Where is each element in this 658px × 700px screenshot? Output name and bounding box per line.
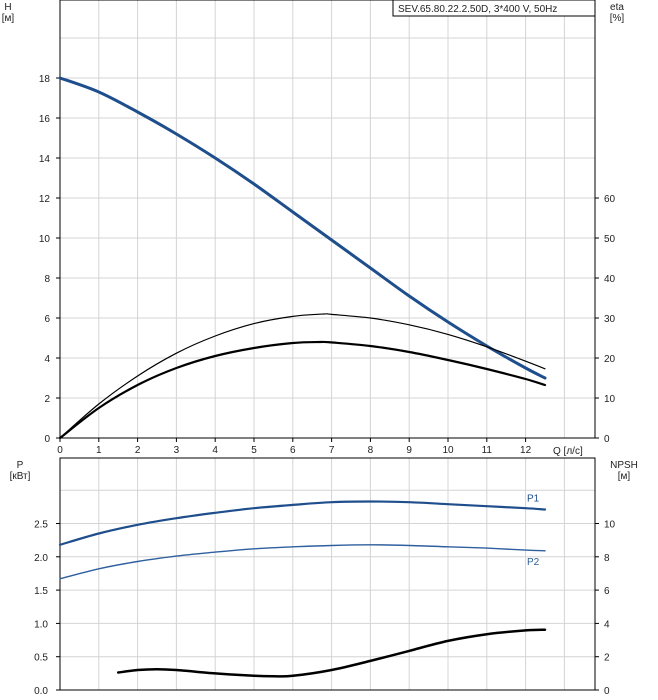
x-tick-label: 4 (212, 445, 218, 456)
y-right-tick-label: 50 (604, 234, 616, 245)
bottom-grid (60, 458, 595, 690)
y-right-tick-label: 2 (604, 653, 610, 664)
x-tick-label: 6 (290, 445, 296, 456)
y-left-tick-label: 12 (39, 194, 51, 205)
y-right-tick-label: 0 (604, 686, 610, 697)
x-tick-label: 7 (329, 445, 335, 456)
y-left-tick-label: 8 (44, 274, 50, 285)
y-right-tick-label: 6 (604, 586, 610, 597)
bottom-curves: P1 P2 (58, 494, 547, 678)
y-left-tick-label: 0 (44, 434, 50, 445)
x-tick-label: 10 (442, 445, 454, 456)
bottom-plot-frame (59, 457, 596, 691)
y-right-tick-label: 30 (604, 314, 616, 325)
top-ticks: 0 1 2 3 4 5 6 7 8 9 10 11 12024681012141618010203040… (39, 74, 616, 456)
x-tick-label: 9 (406, 445, 412, 456)
y-left-tick-label: 14 (39, 154, 51, 165)
y-left-tick-label: 2.0 (34, 553, 48, 564)
y-left-tick-label: 10 (39, 234, 51, 245)
npsh-axis-label: NPSH [м] (610, 460, 638, 482)
x-tick-label: 11 (482, 445, 493, 456)
top-chart: 0 1 2 3 4 5 6 7 8 9 10 11 12024681012141618010203040… (2, 0, 625, 457)
y-left-tick-label: 0.0 (34, 686, 48, 697)
y-right-tick-label: 0 (604, 434, 610, 445)
x-tick-label: 5 (251, 445, 257, 456)
y-right-tick-label: 20 (604, 354, 616, 365)
y-left-tick-label: 6 (44, 314, 50, 325)
npsh-curve (116, 628, 547, 678)
top-grid (60, 0, 595, 438)
y-right-tick-label: 60 (604, 194, 616, 205)
efficiency-curve-total (58, 340, 547, 440)
y-left-tick-label: 2.5 (34, 520, 48, 531)
y-left-tick-label: 4 (44, 354, 50, 365)
head-curve (58, 76, 547, 380)
x-tick-label: 2 (135, 445, 141, 456)
top-plot-frame (59, 0, 596, 439)
series-label-p1: P1 (527, 494, 540, 505)
x-tick-label: 1 (96, 445, 102, 456)
y-right-tick-label: 40 (604, 274, 616, 285)
y-left-tick-label: 2 (44, 394, 50, 405)
y-left-tick-label: 1.5 (34, 586, 48, 597)
chart-title: SEV.65.80.22.2.50D, 3*400 V, 50Hz (398, 4, 557, 15)
power-p1-curve (58, 500, 547, 546)
y-left-tick-label: 1.0 (34, 619, 48, 630)
x-tick-label: 0 (57, 445, 63, 456)
y-left-tick-label: 0.5 (34, 653, 48, 664)
y-right-tick-label: 10 (604, 520, 616, 531)
title-box: SEV.65.80.22.2.50D, 3*400 V, 50Hz (392, 0, 596, 17)
power-p2-curve (59, 544, 546, 580)
flow-axis-label: Q [л/с] (553, 446, 583, 457)
y-right-tick-label: 8 (604, 553, 610, 564)
power-axis-label: P [кВт] (10, 460, 31, 482)
top-curves (58, 76, 547, 440)
x-tick-label: 3 (174, 445, 180, 456)
head-axis-label: H [м] (2, 2, 15, 24)
series-label-p2: P2 (527, 557, 540, 568)
y-left-tick-label: 18 (39, 74, 51, 85)
y-left-tick-label: 16 (39, 114, 51, 125)
bottom-ticks: 0.0 0.5 1.0 1.5 2.0 2.5 0 2 4 6 8 10 (34, 520, 615, 698)
y-right-tick-label: 10 (604, 394, 616, 405)
bottom-chart: 0.0 0.5 1.0 1.5 2.0 2.5 0 2 4 6 8 10 P1 P2 P [кВт] NP… (10, 457, 638, 698)
efficiency-axis-label: eta [%] (610, 2, 625, 24)
x-tick-label: 8 (368, 445, 374, 456)
x-tick-label: 12 (520, 445, 532, 456)
efficiency-curve-hydraulic (59, 313, 546, 439)
y-right-tick-label: 4 (604, 619, 610, 630)
